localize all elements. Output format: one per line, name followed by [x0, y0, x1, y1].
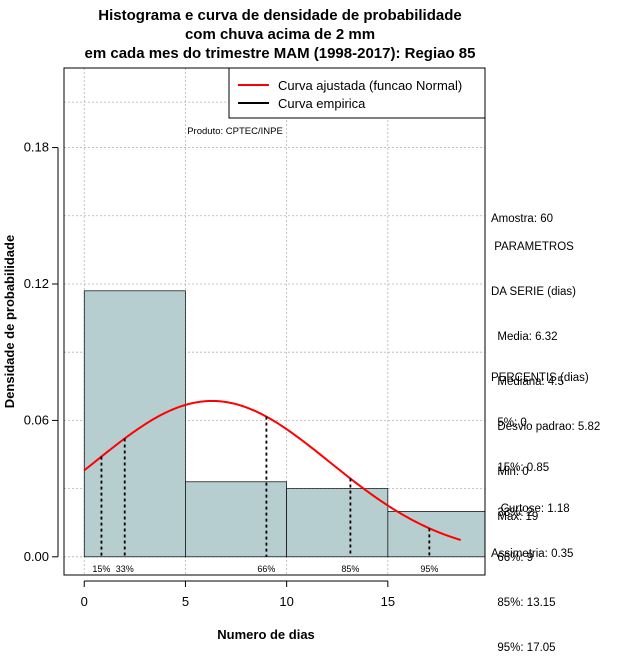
- title-line-3: em cada mes do trimestre MAM (1998-2017)…: [84, 45, 476, 62]
- legend-box: [228, 67, 486, 119]
- stat-line: Curtose: 1.18: [491, 503, 570, 515]
- normal-curve: [83, 399, 462, 541]
- stat-line: Min: 0: [491, 466, 529, 478]
- percentile-label: 85%: [341, 564, 359, 574]
- chart-title: Histograma e curva de densidade de proba…: [0, 6, 560, 63]
- stat-line: 33%: 2: [491, 507, 534, 519]
- stat-line: 95%: 17.05: [491, 642, 556, 654]
- stat-line: 5%: 0: [491, 417, 527, 429]
- title-line-2: com chuva acima de 2 mm: [184, 26, 376, 43]
- histogram-bar: [387, 510, 486, 558]
- legend-label: Curva empirica: [278, 96, 366, 111]
- percentile-label: 15%: [92, 564, 110, 574]
- stat-line: PERCENTIS (dias): [491, 372, 589, 384]
- source-note: Produto: CPTEC/INPE: [187, 126, 283, 137]
- x-tick-label: 15: [381, 594, 395, 609]
- x-tick-label: 0: [81, 594, 88, 609]
- stat-line: Max: 19: [491, 511, 539, 523]
- stats-percentis: PERCENTIS (dias) 5%: 0 15%: 0.85 33%: 2 …: [491, 341, 589, 671]
- stat-line: Mediana: 4.5: [491, 376, 564, 388]
- legend-label: Curva ajustada (funcao Normal): [278, 78, 462, 93]
- stat-line: 15%: 0.85: [491, 462, 550, 474]
- y-tick-label: 0.06: [24, 412, 49, 427]
- stat-line: Desvio padrao: 5.82: [491, 421, 601, 433]
- stat-line: Media: 6.32: [491, 331, 558, 343]
- stats-forma: Curtose: 1.18 Assimetria: 0.35: [491, 472, 573, 577]
- histogram-bar: [185, 481, 287, 558]
- histogram-bar: [286, 488, 389, 558]
- percentile-label: 33%: [116, 564, 134, 574]
- y-tick-label: 0.18: [24, 140, 49, 155]
- stats-amostra: Amostra: 60: [491, 182, 553, 242]
- x-axis-label: Numero de dias: [217, 627, 315, 642]
- y-axis-label: Densidade de probabilidade: [2, 235, 17, 408]
- stats-parametros: PARAMETROS DA SERIE (dias) Media: 6.32 M…: [491, 210, 600, 540]
- x-tick-label: 10: [279, 594, 293, 609]
- stat-line: DA SERIE (dias): [491, 286, 576, 298]
- percentile-label: 95%: [420, 564, 438, 574]
- stat-amostra: Amostra: 60: [491, 213, 553, 225]
- x-tick-label: 5: [182, 594, 189, 609]
- y-tick-label: 0.00: [24, 549, 49, 564]
- stat-line: PARAMETROS: [491, 241, 574, 253]
- histogram-bar: [83, 290, 186, 558]
- title-line-1: Histograma e curva de densidade de proba…: [98, 7, 462, 24]
- stat-line: Assimetria: 0.35: [491, 548, 574, 560]
- stat-line: 66%: 9: [491, 552, 534, 564]
- percentile-label: 66%: [257, 564, 275, 574]
- y-tick-label: 0.12: [24, 276, 49, 291]
- stat-line: 85%: 13.15: [491, 597, 556, 609]
